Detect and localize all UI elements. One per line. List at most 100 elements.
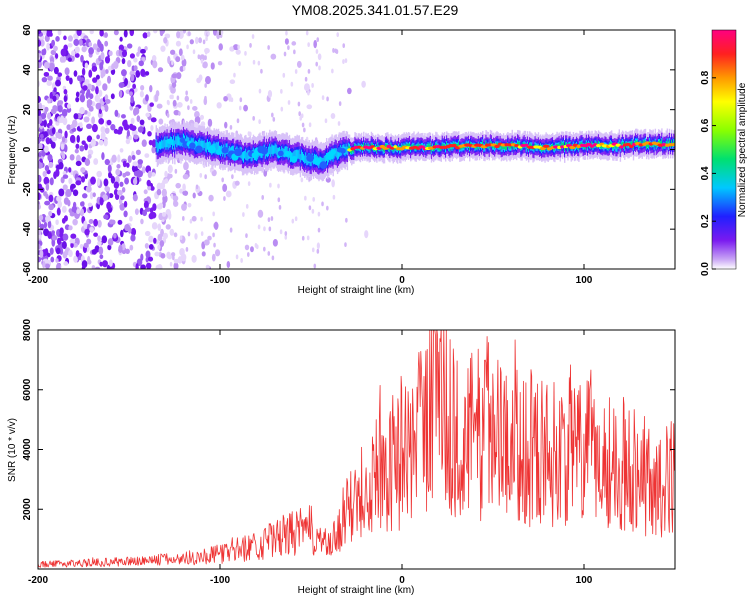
spectrogram-noise-point	[163, 37, 168, 44]
spectrogram-noise-point	[243, 104, 248, 112]
spectrogram-noise-point	[166, 99, 170, 105]
spectrogram-noise-point	[104, 104, 109, 112]
spectrogram-noise-point	[235, 254, 239, 260]
spectrogram-noise-point	[38, 243, 41, 250]
spectrogram-noise-point	[250, 246, 254, 253]
spectrogram-noise-point	[321, 95, 325, 101]
spectrogram-noise-point	[119, 36, 123, 42]
spectrogram-hotspot	[284, 151, 291, 158]
spectrogram-noise-point	[189, 99, 193, 104]
spectrogram-noise-point	[171, 82, 177, 88]
spectrogram-noise-point	[332, 194, 336, 200]
spectrogram-noise-point	[213, 221, 219, 230]
spectrogram-noise-point	[81, 140, 86, 145]
spectrogram-noise-point	[257, 224, 261, 230]
spectrogram-noise-point	[81, 67, 86, 76]
spectrogram-noise-point	[89, 191, 94, 200]
spectrogram-noise-point	[157, 223, 162, 231]
spectrogram-noise-point	[326, 96, 329, 102]
colorbar-tick-label: 0.0	[700, 262, 711, 276]
spectrogram-noise-point	[123, 30, 128, 38]
spectrogram-noise-point	[204, 49, 208, 55]
spectrogram-noise-point	[245, 233, 248, 239]
spectrogram-noise-point	[238, 105, 242, 111]
spectrogram-noise-point	[157, 264, 163, 269]
spectrogram-noise-point	[67, 43, 73, 48]
spectrogram-noise-point	[183, 161, 189, 171]
spectrogram-noise-point	[179, 188, 183, 194]
spectrogram-noise-point	[149, 207, 154, 214]
spectrogram-noise-point	[174, 168, 178, 174]
spectrogram-noise-point	[79, 106, 85, 115]
spectrogram-noise-point	[85, 185, 92, 193]
spectrogram-hotspot	[389, 146, 395, 150]
spectrogram-noise-point	[91, 265, 96, 269]
spectrogram-noise-point	[128, 135, 132, 141]
spectrogram-noise-point	[180, 54, 185, 61]
spectrogram-noise-point	[147, 170, 152, 179]
spectrogram-noise-point	[63, 35, 67, 41]
spectrogram-noise-point	[96, 134, 101, 140]
spectrogram-noise-point	[280, 88, 283, 94]
spectrogram-noise-point	[313, 40, 318, 49]
spectrogram-noise-point	[142, 209, 148, 217]
spectrogram-noise-point	[79, 244, 84, 249]
spectrogram-noise-point	[73, 255, 78, 263]
colorbar-gradient	[711, 29, 737, 270]
spectrogram-noise-point	[173, 198, 177, 207]
spectrogram-noise-point	[191, 215, 197, 222]
spectrogram-noise-point	[45, 137, 51, 145]
colorbar-tick-label: 0.6	[700, 118, 711, 132]
spectrogram-noise-point	[247, 131, 251, 137]
spectrogram-noise-point	[173, 258, 179, 264]
spectrogram-noise-point	[75, 97, 80, 103]
snr-ylabel: SNR (10 * v/v)	[7, 418, 18, 482]
spectrogram-noise-point	[87, 111, 91, 117]
spectrogram-noise-point	[123, 119, 127, 125]
spectrogram-noise-point	[185, 90, 188, 96]
spectrogram-noise-point	[75, 91, 80, 98]
spectrogram-noise-point	[120, 195, 125, 201]
spectrogram-noise-point	[207, 235, 212, 241]
spectrogram-noise-point	[97, 235, 101, 242]
spectrogram-noise-point	[63, 95, 68, 103]
spectrogram-noise-point	[47, 232, 52, 240]
spectrogram-noise-point	[99, 62, 104, 71]
spectrogram-noise-point	[38, 214, 44, 221]
spectrogram-noise-point	[48, 119, 53, 126]
spectrogram-noise-point	[88, 42, 93, 47]
spectrogram-hotspot	[435, 144, 441, 149]
snr-ytick-label: 6000	[22, 378, 33, 401]
spectrogram-noise-point	[260, 68, 263, 74]
spectrogram-noise-point	[104, 32, 108, 38]
spectrogram-noise-point	[42, 30, 47, 36]
spectrogram-noise-point	[118, 126, 124, 132]
spectrogram-noise-point	[74, 53, 80, 58]
spectrogram-noise-point	[116, 164, 121, 169]
spectrogram-noise-point	[38, 30, 42, 35]
spectrogram-noise-point	[220, 30, 224, 35]
spectrogram-noise-point	[55, 219, 59, 226]
spectrogram-noise-point	[86, 123, 93, 130]
spectrogram-noise-point	[99, 30, 104, 37]
spectrogram-noise-point	[244, 50, 247, 56]
spectrogram-noise-point	[121, 57, 126, 65]
spectrogram-noise-point	[133, 134, 139, 140]
spectrogram-hotspot	[221, 146, 229, 154]
spectrogram-noise-point	[258, 88, 262, 94]
spectrogram-noise-point	[187, 31, 191, 37]
spectrogram-hotspot	[539, 146, 546, 151]
spectrogram-noise-point	[223, 196, 226, 201]
spectrogram-noise-point	[67, 35, 73, 42]
spectrogram-ylabel: Frequency (Hz)	[7, 116, 18, 185]
spectrogram-noise-point	[79, 122, 83, 129]
spectrogram-noise-point	[301, 235, 305, 241]
snr-ytick-label: 4000	[22, 438, 33, 461]
spectrogram-noise-point	[130, 74, 135, 82]
spectrogram-noise-point	[104, 56, 111, 64]
spectrogram-noise-point	[150, 125, 154, 131]
spectrogram-frame	[37, 29, 676, 270]
spectrogram-noise-point	[145, 71, 150, 76]
spectrogram-ytick-label: -20	[22, 182, 33, 197]
